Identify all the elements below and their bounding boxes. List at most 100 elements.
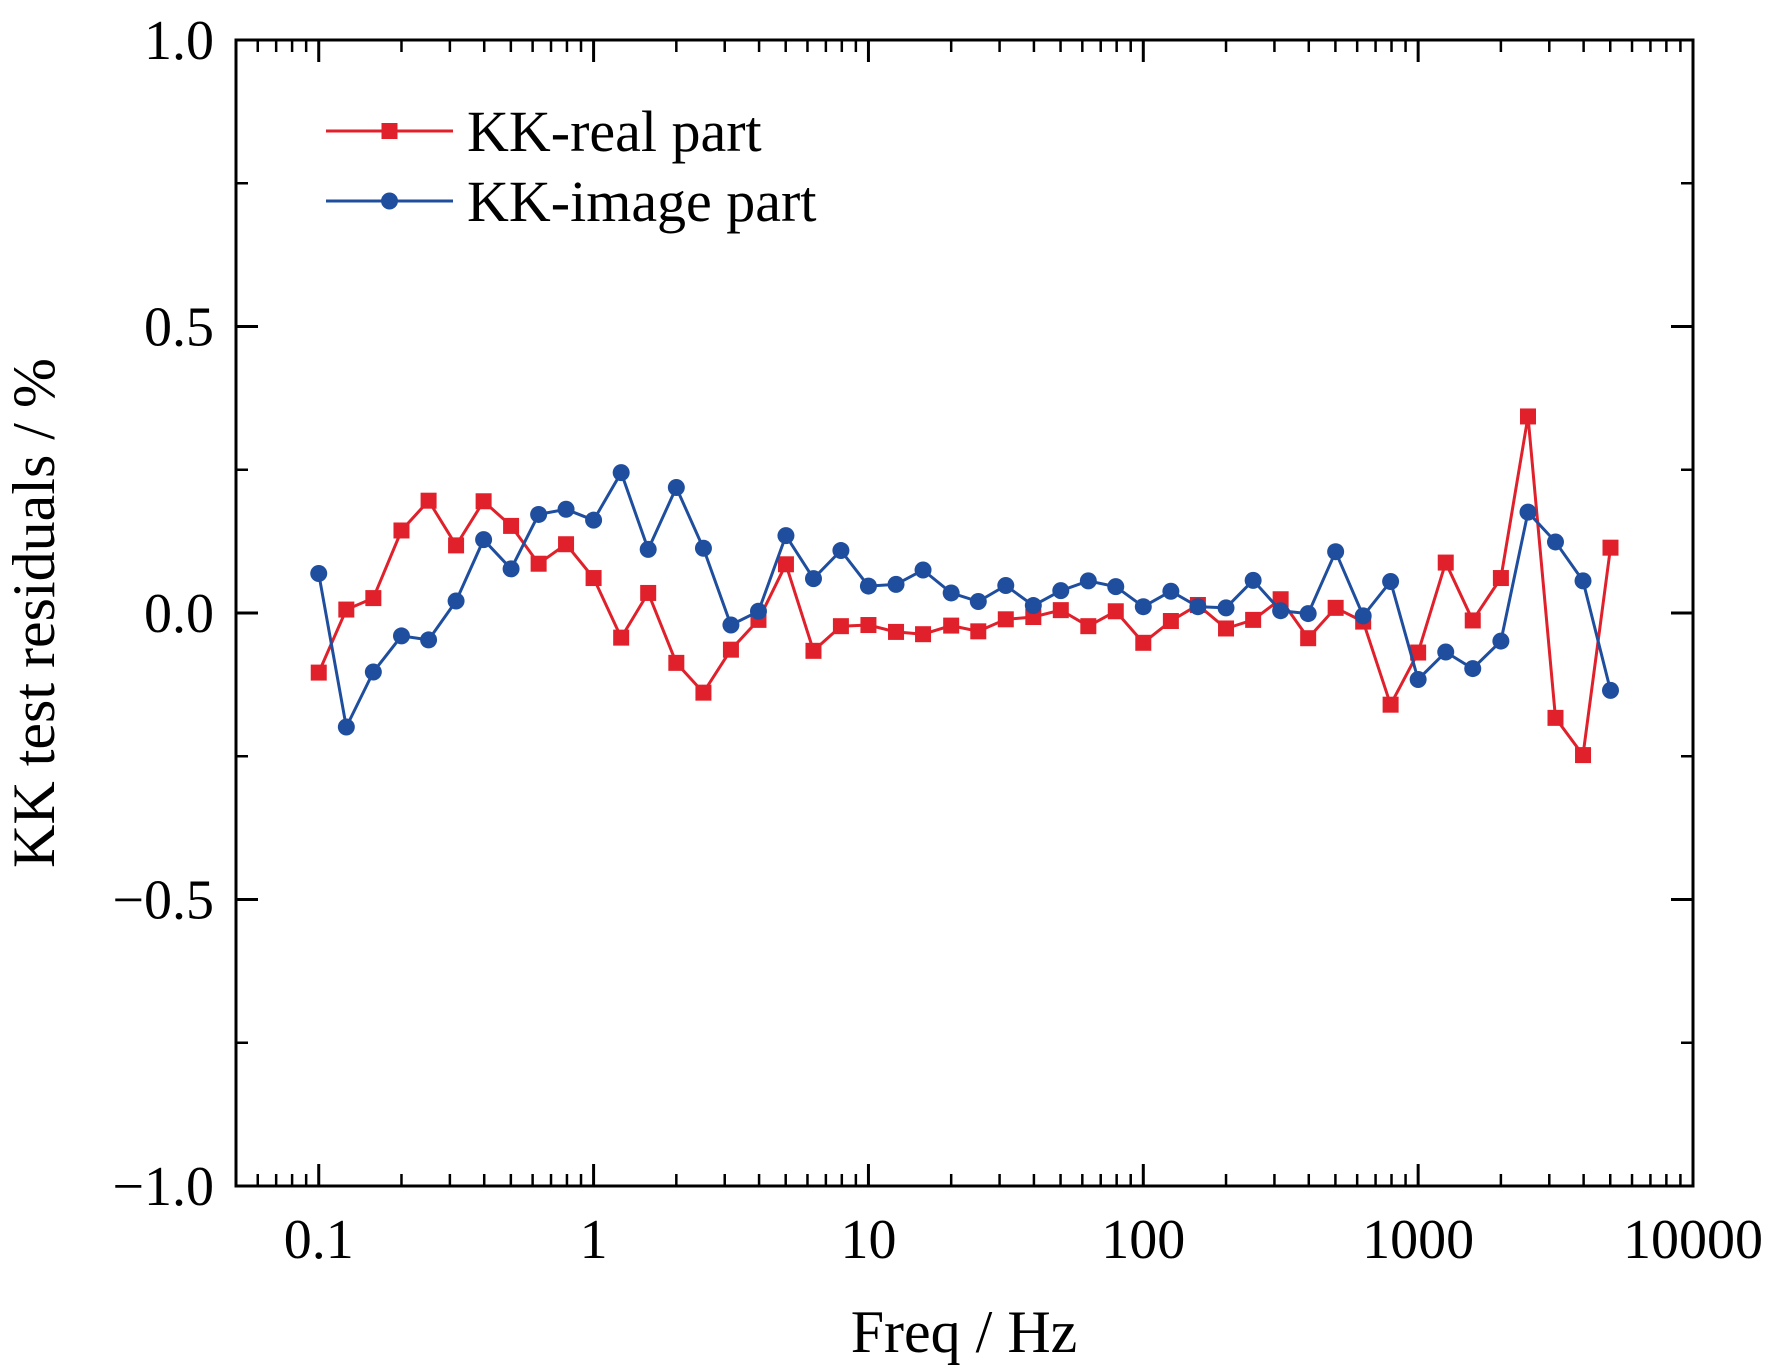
- y-tick-label: −1.0: [112, 1156, 214, 1218]
- data-point-kk-real-part: [1245, 611, 1262, 628]
- data-point-kk-image-part: [1217, 599, 1235, 617]
- data-point-kk-image-part: [1024, 597, 1042, 615]
- data-point-kk-real-part: [338, 601, 355, 618]
- y-axis-label: KK test residuals / %: [1, 358, 67, 868]
- data-point-kk-real-part: [1218, 620, 1235, 637]
- data-point-kk-image-part: [777, 527, 795, 545]
- data-point-kk-image-part: [1574, 572, 1592, 590]
- data-point-kk-real-part: [1602, 539, 1619, 556]
- data-point-kk-image-part: [667, 479, 685, 497]
- data-point-kk-image-part: [887, 575, 905, 593]
- data-point-kk-real-part: [585, 570, 602, 587]
- data-point-kk-image-part: [337, 718, 355, 736]
- data-point-kk-image-part: [804, 570, 822, 588]
- y-tick-label: −0.5: [112, 870, 214, 932]
- data-point-kk-real-part: [1464, 612, 1481, 629]
- data-point-kk-real-part: [1327, 599, 1344, 616]
- data-point-kk-real-part: [1300, 630, 1317, 647]
- data-point-kk-real-part: [1135, 634, 1152, 651]
- data-point-kk-image-part: [1079, 572, 1097, 590]
- data-point-kk-image-part: [1437, 643, 1455, 661]
- data-point-kk-image-part: [1272, 602, 1290, 620]
- data-point-kk-real-part: [475, 493, 492, 510]
- legend-label-kk-real-part: KK-real part: [467, 99, 762, 164]
- data-point-kk-real-part: [613, 629, 630, 646]
- data-point-kk-real-part: [640, 584, 657, 601]
- data-point-kk-real-part: [1547, 709, 1564, 726]
- data-point-kk-real-part: [777, 556, 794, 573]
- data-point-kk-image-part: [1134, 598, 1152, 616]
- data-point-kk-image-part: [530, 505, 548, 523]
- data-point-kk-real-part: [558, 536, 575, 553]
- data-point-kk-real-part: [420, 492, 437, 509]
- data-point-kk-image-part: [749, 602, 767, 620]
- data-point-kk-real-part: [695, 684, 712, 701]
- data-point-kk-image-part: [1492, 632, 1510, 650]
- x-axis-label: Freq / Hz: [851, 1299, 1078, 1365]
- data-point-kk-image-part: [475, 531, 493, 549]
- data-point-kk-real-part: [1437, 554, 1454, 571]
- data-point-kk-real-part: [1080, 618, 1097, 635]
- data-point-kk-real-part: [530, 555, 547, 572]
- x-tick-label: 1: [580, 1209, 608, 1271]
- data-point-kk-real-part: [722, 641, 739, 658]
- plot-frame: [234, 38, 1695, 1188]
- y-tick-label: 1.0: [144, 10, 214, 72]
- data-point-kk-real-part: [943, 617, 960, 634]
- data-point-kk-image-part: [447, 592, 465, 610]
- data-point-kk-image-part: [1409, 670, 1427, 688]
- data-point-kk-image-part: [639, 540, 657, 558]
- data-point-kk-real-part: [970, 623, 987, 640]
- data-point-kk-real-part: [832, 618, 849, 635]
- data-point-kk-image-part: [1299, 605, 1317, 623]
- data-point-kk-real-part: [915, 626, 932, 643]
- data-point-kk-real-part: [1162, 613, 1179, 630]
- data-point-kk-real-part: [448, 537, 465, 554]
- legend-item-kk-real-part: KK-real part: [326, 99, 762, 164]
- data-point-kk-image-part: [942, 584, 960, 602]
- y-tick-label: 0.5: [144, 297, 214, 359]
- x-tick-label: 10: [840, 1209, 896, 1271]
- data-point-kk-image-part: [310, 564, 328, 582]
- y-tick-labels: −1.0 −0.5 0.0 0.5 1.0: [112, 10, 214, 1218]
- data-point-kk-image-part: [392, 627, 410, 645]
- series-kk-real-part: [310, 408, 1619, 764]
- legend-item-kk-image-part: KK-image part: [326, 169, 816, 234]
- data-point-kk-real-part: [997, 611, 1014, 628]
- x-tick-label: 10000: [1623, 1209, 1763, 1271]
- data-point-kk-image-part: [1519, 503, 1537, 521]
- data-point-kk-image-part: [1162, 582, 1180, 600]
- data-point-kk-real-part: [1382, 696, 1399, 713]
- data-point-kk-image-part: [1546, 533, 1564, 551]
- data-point-kk-real-part: [668, 654, 685, 671]
- x-tick-labels: 0.1 1 10 100 1000 10000: [284, 1209, 1763, 1271]
- data-point-kk-real-part: [310, 664, 327, 681]
- series-line-kk-real-part: [317, 416, 1612, 759]
- legend-label-kk-image-part: KK-image part: [467, 169, 816, 234]
- data-point-kk-image-part: [364, 663, 382, 681]
- data-point-kk-real-part: [365, 590, 382, 607]
- data-point-kk-image-part: [1464, 660, 1482, 678]
- data-point-kk-image-part: [1601, 681, 1619, 699]
- legend-marker-kk-real-part: [381, 123, 398, 139]
- data-point-kk-image-part: [585, 511, 603, 529]
- data-point-kk-image-part: [1244, 571, 1262, 589]
- x-minor-ticks: [234, 40, 1693, 1186]
- data-point-kk-real-part: [805, 642, 822, 659]
- data-point-kk-image-part: [859, 577, 877, 595]
- data-point-kk-image-part: [969, 593, 987, 611]
- data-point-kk-real-part: [1410, 644, 1427, 661]
- data-point-kk-real-part: [1052, 602, 1069, 619]
- series-kk-image-part: [310, 464, 1619, 736]
- data-point-kk-real-part: [888, 623, 905, 640]
- data-point-kk-image-part: [914, 561, 932, 579]
- data-point-kk-image-part: [1354, 607, 1372, 625]
- data-point-kk-image-part: [1327, 543, 1345, 561]
- series-layer: [310, 408, 1619, 764]
- legend-marker-kk-image-part: [381, 192, 398, 210]
- data-point-kk-real-part: [1107, 603, 1124, 620]
- x-tick-label: 100: [1101, 1209, 1185, 1271]
- data-point-kk-image-part: [832, 542, 850, 560]
